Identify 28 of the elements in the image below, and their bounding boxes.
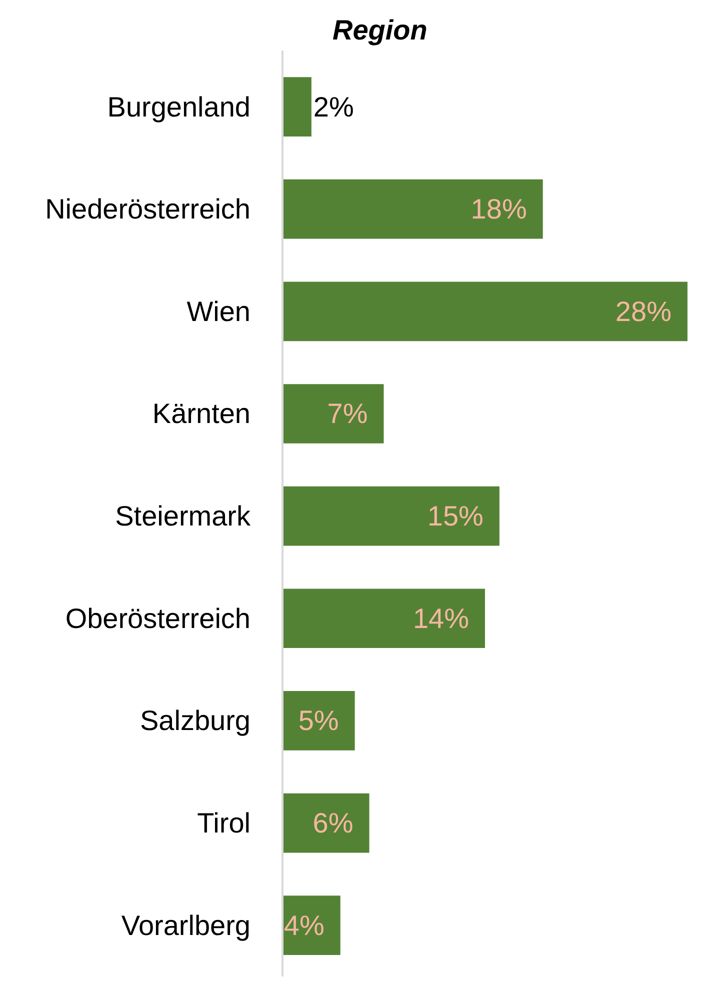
bar xyxy=(282,179,543,239)
y-tick-label: Tirol xyxy=(197,808,251,839)
data-label: 18% xyxy=(470,194,527,225)
bar xyxy=(282,486,500,546)
data-label: 4% xyxy=(284,910,324,941)
data-label: 14% xyxy=(412,602,469,634)
data-label: 7% xyxy=(327,398,368,430)
y-tick-label: Oberösterreich xyxy=(65,602,250,634)
chart-title: Region xyxy=(332,14,428,46)
data-label: 28% xyxy=(615,296,672,327)
y-tick-label: Steiermark xyxy=(115,500,252,532)
bar xyxy=(282,588,485,648)
y-tick-label: Vorarlberg xyxy=(121,910,250,941)
bar xyxy=(282,691,355,750)
y-tick-label: Burgenland xyxy=(107,91,251,122)
data-label: 15% xyxy=(427,500,484,532)
y-tick-label: Niederösterreich xyxy=(45,194,250,225)
data-label: 2% xyxy=(313,91,354,122)
bar xyxy=(282,793,370,853)
y-tick-label: Salzburg xyxy=(140,705,251,736)
bar xyxy=(282,282,688,342)
bar xyxy=(282,384,384,444)
data-label: 6% xyxy=(312,808,354,839)
bar xyxy=(282,77,312,136)
data-label: 5% xyxy=(298,705,339,736)
y-tick-label: Wien xyxy=(186,296,251,327)
y-tick-label: Kärnten xyxy=(152,398,251,430)
bar xyxy=(282,896,340,956)
